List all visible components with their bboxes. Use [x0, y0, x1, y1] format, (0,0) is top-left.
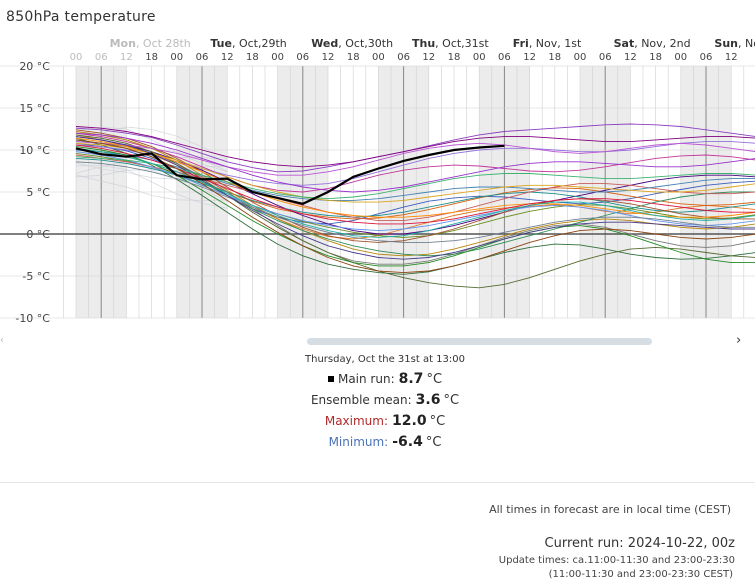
ensemble-line-14: [75, 154, 755, 222]
main-run-value: 8.7: [398, 371, 424, 387]
ensemble-line-17: [75, 129, 755, 243]
update-times-local: (11:00-11:30 and 23:00-23:30 CEST): [548, 569, 733, 580]
hour-tick-label: 00: [473, 52, 486, 63]
ensemble-line-20: [75, 146, 755, 267]
hour-tick-label: 18: [246, 52, 259, 63]
ensemble-mean-value: 3.6: [415, 392, 441, 408]
minimum-unit: °C: [425, 435, 442, 450]
ensemble-line-26: [75, 156, 755, 200]
hour-tick-label: 06: [196, 52, 209, 63]
hour-tick-label: 00: [372, 52, 385, 63]
faded-ensemble-line: [75, 165, 228, 209]
y-tick-label: 5 °C: [26, 186, 50, 199]
hour-tick-label: 06: [498, 52, 511, 63]
hour-tick-label: 12: [725, 52, 738, 63]
update-times: Update times: ca.11:00-11:30 and 23:00-2…: [498, 555, 735, 566]
section-divider: [0, 482, 755, 483]
y-tick-label: -5 °C: [22, 270, 50, 283]
minimum-value: -6.4: [392, 434, 423, 450]
scroll-left-arrow[interactable]: ‹: [0, 335, 4, 346]
main-run-line: [75, 144, 505, 205]
hour-tick-label: 00: [674, 52, 687, 63]
ensemble-line-28: [75, 132, 755, 193]
y-tick-label: 20 °C: [19, 60, 50, 73]
main-run-unit: °C: [426, 372, 443, 387]
ensemble-line-27: [75, 144, 755, 225]
hour-tick-label: 06: [700, 52, 713, 63]
day-label: Tue, Oct,29th: [210, 37, 286, 50]
ensemble-line-12: [75, 141, 755, 186]
hour-tick-label: 06: [95, 52, 108, 63]
day-label: Fri, Nov, 1st: [513, 37, 582, 50]
y-tick-label: 15 °C: [19, 102, 50, 115]
hour-tick-label: 18: [145, 52, 158, 63]
ensemble-line-6: [75, 132, 755, 193]
y-tick-label: 0 °C: [26, 228, 50, 241]
ensemble-mean-label: Ensemble mean:: [310, 393, 412, 407]
tooltip-ensemble-mean: Ensemble mean: 3.6 °C: [250, 390, 520, 411]
day-label: Sat, Nov, 2nd: [614, 37, 691, 50]
hour-tick-label: 00: [70, 52, 83, 63]
day-label: Thu, Oct,31st: [412, 37, 489, 50]
scroll-right-arrow[interactable]: ›: [736, 333, 742, 348]
y-tick-label: -10 °C: [15, 312, 50, 325]
faded-ensemble-line: [75, 126, 228, 173]
hour-tick-label: 12: [221, 52, 234, 63]
main-run-marker-icon: [327, 376, 334, 382]
ensemble-line-10: [75, 157, 755, 218]
ensemble-line-2: [75, 123, 755, 173]
day-label: Mon, Oct 28th: [110, 37, 191, 50]
hour-tick-label: 12: [120, 52, 133, 63]
temperature-chart[interactable]: -10 °C -5 °C 0 °C 5 °C 10 °C 15 °C 20 °C 00 06 12…: [0, 28, 755, 328]
hour-tick-label: 18: [448, 52, 461, 63]
faded-ensemble-line: [75, 174, 228, 201]
chart-title: 850hPa temperature: [6, 9, 156, 25]
hour-tick-label: 00: [271, 52, 284, 63]
ensemble-line-24: [75, 142, 755, 203]
tooltip-maximum: Maximum: 12.0 °C: [250, 411, 520, 432]
hour-tick-label: 06: [296, 52, 309, 63]
hour-tick-label: 00: [574, 52, 587, 63]
minimum-label: Minimum:: [328, 435, 389, 449]
hour-tick-label: 18: [649, 52, 662, 63]
hour-tick-label: 00: [170, 52, 183, 63]
ensemble-line-15: [75, 134, 755, 289]
timezone-note: All times in forecast are in local time …: [489, 503, 731, 516]
hour-tick-label: 12: [322, 52, 335, 63]
ensemble-line-23: [75, 161, 755, 243]
tooltip-date: Thursday, Oct the 31st at 13:00: [305, 354, 465, 365]
ensemble-line-3: [75, 137, 755, 275]
hour-tick-label: 06: [397, 52, 410, 63]
main-run-label: Main run:: [337, 372, 395, 386]
ensemble-mean-unit: °C: [443, 393, 460, 408]
hour-tick-label: 12: [624, 52, 637, 63]
y-tick-label: 10 °C: [19, 144, 50, 157]
hour-tick-label: 12: [523, 52, 536, 63]
tooltip-main-run: Main run: 8.7 °C: [250, 369, 520, 390]
ensemble-line-22: [75, 126, 755, 168]
tooltip-minimum: Minimum: -6.4 °C: [250, 432, 520, 453]
ensemble-line-16: [75, 149, 755, 201]
hour-tick-label: 06: [599, 52, 612, 63]
horizontal-scrollbar[interactable]: [307, 338, 652, 345]
chart-tooltip: Thursday, Oct the 31st at 13:00 Main run…: [250, 354, 520, 453]
maximum-unit: °C: [429, 414, 446, 429]
hour-tick-label: 12: [422, 52, 435, 63]
hour-tick-label: 18: [347, 52, 360, 63]
day-label: Sun, Nov, 3rd: [714, 37, 755, 50]
ensemble-line-21: [75, 137, 755, 218]
day-label: Wed, Oct,30th: [311, 37, 393, 50]
ensemble-line-18: [75, 141, 755, 176]
ensemble-line-11: [75, 131, 755, 257]
ensemble-line-19: [75, 151, 755, 232]
hour-tick-label: 18: [548, 52, 561, 63]
current-run: Current run: 2024-10-22, 00z: [544, 536, 735, 551]
maximum-label: Maximum:: [324, 414, 389, 428]
maximum-value: 12.0: [392, 413, 427, 429]
